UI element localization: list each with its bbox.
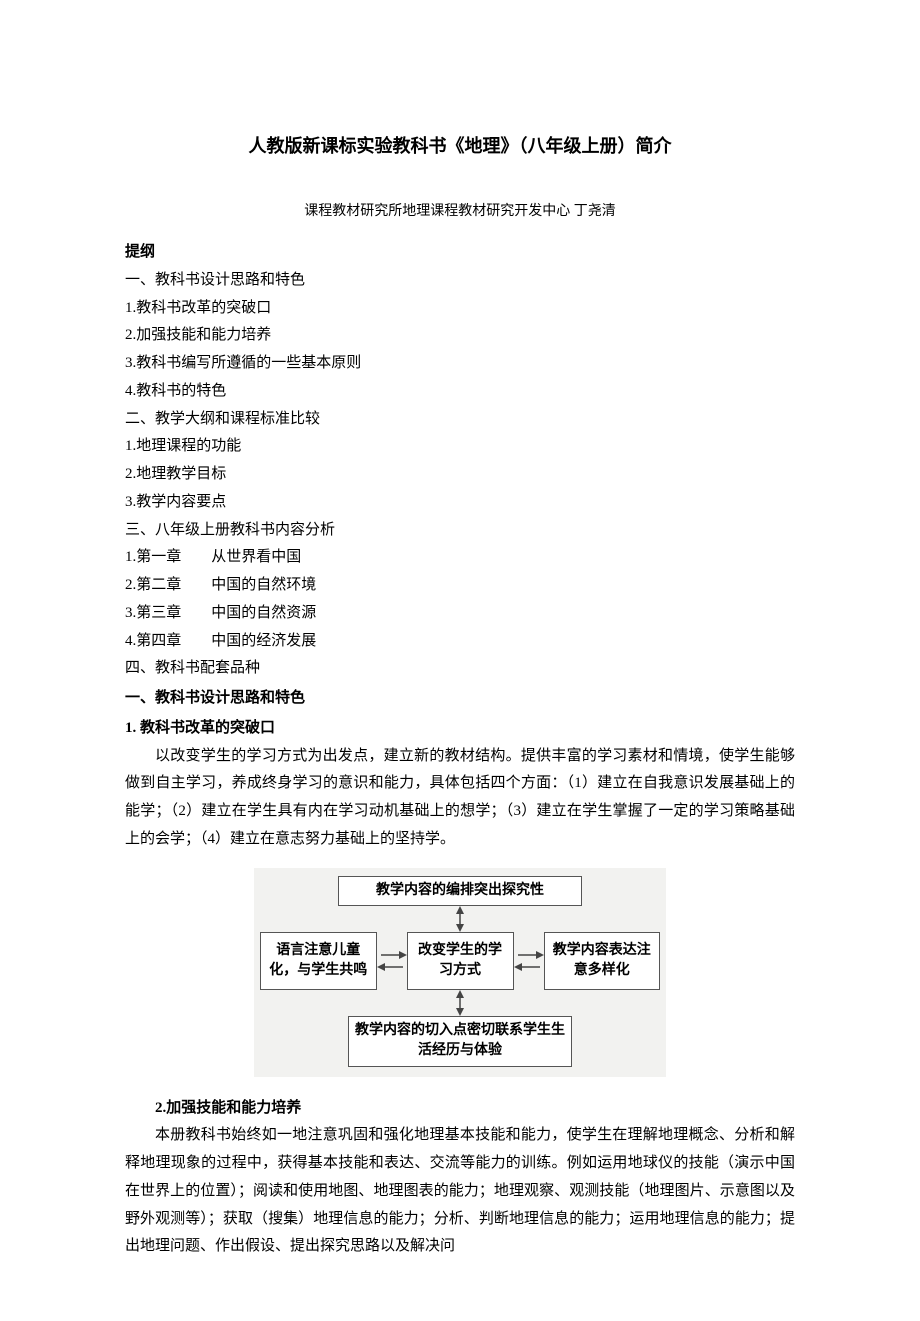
outline-item: 3.教科书编写所遵循的一些基本原则: [125, 350, 795, 378]
outline-item: 3.教学内容要点: [125, 489, 795, 517]
paragraph-1: 以改变学生的学习方式为出发点，建立新的教材结构。提供丰富的学习素材和情境，使学生…: [125, 743, 795, 854]
arrow-right-icon: [514, 943, 544, 979]
arrow-right-icon: [377, 943, 407, 979]
outline-item: 2.加强技能和能力培养: [125, 322, 795, 350]
arrow-down-icon: [260, 906, 660, 932]
outline-item: 3.第三章 中国的自然资源: [125, 600, 795, 628]
diagram-left-box: 语言注意儿童化，与学生共鸣: [260, 932, 377, 990]
section-1-heading: 一、教科书设计思路和特色: [125, 685, 795, 713]
outline-item: 二、教学大纲和课程标准比较: [125, 406, 795, 434]
diagram-left-text: 语言注意儿童化，与学生共鸣: [267, 941, 370, 982]
outline-item: 四、教科书配套品种: [125, 655, 795, 683]
document-page: 人教版新课标实验教科书《地理》（八年级上册）简介 课程教材研究所地理课程教材研究…: [0, 0, 920, 1321]
outline-item: 4.第四章 中国的经济发展: [125, 628, 795, 656]
outline-item: 三、八年级上册教科书内容分析: [125, 517, 795, 545]
doc-author: 课程教材研究所地理课程教材研究开发中心 丁尧清: [125, 199, 795, 225]
diagram-right-text: 教学内容表达注意多样化: [551, 941, 654, 982]
outline-item: 1.教科书改革的突破口: [125, 295, 795, 323]
outline-item: 4.教科书的特色: [125, 378, 795, 406]
outline-item: 1.第一章 从世界看中国: [125, 544, 795, 572]
diagram-bottom-box: 教学内容的切入点密切联系学生生活经历与体验: [348, 1016, 572, 1067]
paragraph-2: 本册教科书始终如一地注意巩固和强化地理基本技能和能力，使学生在理解地理概念、分析…: [125, 1122, 795, 1261]
diagram-top-box: 教学内容的编排突出探究性: [338, 876, 582, 906]
outline-item: 2.第二章 中国的自然环境: [125, 572, 795, 600]
subsection-1-heading: 1. 教科书改革的突破口: [125, 715, 795, 743]
diagram-center-box: 改变学生的学习方式: [407, 932, 514, 990]
outline-item: 一、教科书设计思路和特色: [125, 267, 795, 295]
concept-diagram: 教学内容的编排突出探究性 语言注意儿童化，与学生共鸣: [125, 868, 795, 1077]
subsection-2-heading: 2.加强技能和能力培养: [125, 1095, 795, 1123]
diagram-center-text: 改变学生的学习方式: [414, 941, 507, 982]
arrow-down-icon: [260, 990, 660, 1016]
doc-title: 人教版新课标实验教科书《地理》（八年级上册）简介: [125, 130, 795, 163]
outline-item: 1.地理课程的功能: [125, 433, 795, 461]
outline-label: 提纲: [125, 239, 795, 267]
outline-item: 2.地理教学目标: [125, 461, 795, 489]
diagram-right-box: 教学内容表达注意多样化: [544, 932, 661, 990]
